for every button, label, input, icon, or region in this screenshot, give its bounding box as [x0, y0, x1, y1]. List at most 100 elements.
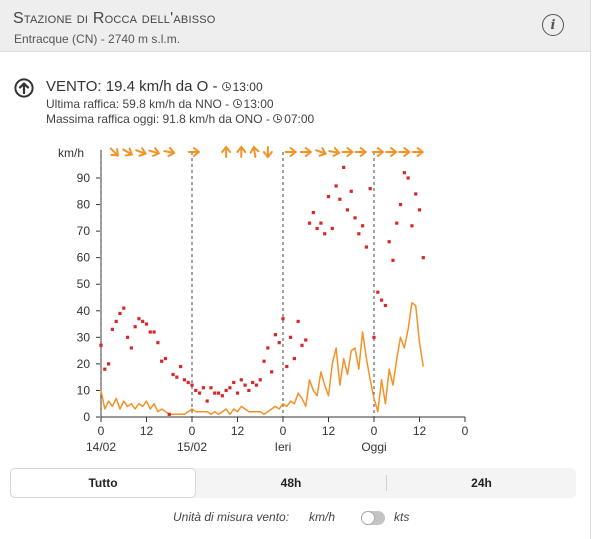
gust-point: [361, 224, 365, 228]
gust-point: [171, 372, 175, 377]
arrow-shape: [385, 147, 398, 157]
arrow-shape: [284, 147, 298, 157]
wind-direction-arrow-icon: [284, 147, 298, 157]
wind-direction-arrow-icon: [249, 145, 260, 158]
gust-point: [220, 394, 224, 398]
panel-border: [590, 0, 599, 539]
day-label: 14/02: [86, 440, 116, 454]
gust-point: [334, 184, 338, 188]
wind-direction-arrow-icon: [328, 147, 341, 157]
tab-48h[interactable]: 48h: [280, 476, 302, 490]
wind-units: Unità di misura vento: km/h kts: [0, 510, 590, 526]
gust-point: [323, 232, 327, 236]
x-tick-label: 0: [371, 424, 378, 438]
y-tick-label: 70: [77, 224, 91, 238]
gust-point: [304, 338, 308, 342]
gust-point: [353, 216, 357, 220]
gust-point: [417, 208, 422, 212]
gust-point: [379, 298, 384, 302]
gust-point: [349, 189, 353, 193]
gust-point: [364, 245, 369, 249]
gust-point: [163, 356, 168, 361]
arrow-shape: [163, 147, 176, 157]
gust-point: [118, 311, 122, 316]
gust-point: [160, 359, 164, 363]
gust-point: [285, 364, 289, 369]
wind-direction-arrow-icon: [187, 147, 201, 157]
arrow-shape: [354, 147, 368, 157]
gust-point: [391, 258, 395, 262]
tab-24h[interactable]: 24h: [471, 476, 492, 490]
wind-chart: 0 10 20 30 40 50 60 70 80 90 km/h 0 12 0 12 0 12 0 12 0 14/0…: [58, 145, 469, 454]
x-tick-label: 0: [462, 424, 469, 438]
wind-direction-arrow-icon: [354, 147, 368, 157]
toggle-knob[interactable]: [361, 511, 375, 525]
gust-point: [410, 224, 414, 228]
gust-point: [205, 399, 209, 403]
clock-icon: [232, 99, 242, 108]
gust-point: [114, 319, 118, 323]
y-tick-label: 10: [77, 383, 91, 397]
gust-point: [330, 226, 334, 231]
gust-point: [103, 367, 107, 371]
gust-point: [152, 330, 156, 334]
y-tick-label: 0: [83, 410, 90, 424]
gust-point: [122, 306, 126, 310]
unit-kts-label: kts: [394, 510, 410, 524]
arrow-shape: [135, 147, 148, 157]
wind-direction-arrow-icon: [236, 145, 247, 158]
gust-point: [243, 383, 247, 387]
wind-direction-arrow-icon: [109, 147, 119, 157]
gust-point: [311, 210, 315, 215]
wind-direction-arrow-icon: [262, 146, 273, 159]
day-label: 15/02: [177, 440, 207, 454]
units-toggle[interactable]: [361, 511, 385, 525]
gust-point: [216, 391, 221, 395]
y-tick-label: 50: [77, 277, 91, 291]
x-tick-label: 12: [413, 424, 427, 438]
gust-point: [270, 370, 274, 374]
gust-point: [262, 359, 266, 363]
arrow-shape: [315, 147, 328, 157]
gust-point: [232, 380, 236, 385]
gust-point: [182, 378, 187, 382]
gust-point: [258, 378, 262, 382]
gust-point: [307, 221, 312, 225]
gust-point: [300, 343, 304, 347]
arrow-shape: [262, 146, 273, 159]
day-label: Ieri: [275, 440, 292, 454]
arrow-shape: [236, 145, 247, 158]
gust-point: [228, 386, 232, 390]
tab-tutto[interactable]: Tutto: [10, 468, 196, 498]
gust-point: [186, 380, 190, 385]
gust-point: [345, 208, 350, 212]
x-tick-label: 0: [280, 424, 287, 438]
gust-point: [296, 319, 300, 323]
gust-point: [338, 197, 342, 201]
gust-point: [167, 412, 171, 416]
gust-point: [213, 391, 217, 395]
info-icon[interactable]: i: [542, 14, 564, 36]
gust-point: [414, 192, 418, 196]
wind-direction-arrow-icon: [14, 78, 34, 98]
gust-point: [99, 343, 103, 347]
arrow-shape: [411, 147, 425, 157]
wind-direction-arrow-icon: [122, 147, 134, 157]
gust-point: [315, 226, 319, 231]
gust-point: [273, 333, 278, 337]
gust-point: [156, 341, 160, 345]
wind-current-text: VENTO: 19.4 km/h da O -: [46, 78, 222, 95]
gust-point: [402, 171, 406, 175]
station-header: Stazione di Rocca dell'abisso Entracque …: [0, 0, 590, 52]
wind-current: VENTO: 19.4 km/h da O - 13:00: [46, 78, 263, 95]
y-tick-label: 80: [77, 198, 91, 212]
gust-point: [133, 325, 137, 329]
gust-point: [421, 256, 425, 260]
wind-direction-arrow-icon: [135, 147, 148, 157]
y-tick-label: 20: [77, 357, 91, 371]
gust-point: [395, 221, 399, 225]
arrow-shape: [122, 147, 134, 157]
gust-point: [326, 194, 331, 199]
time-range-tabs: Tutto 48h 24h: [10, 468, 576, 498]
wind-direction-arrow-icon: [315, 147, 328, 157]
